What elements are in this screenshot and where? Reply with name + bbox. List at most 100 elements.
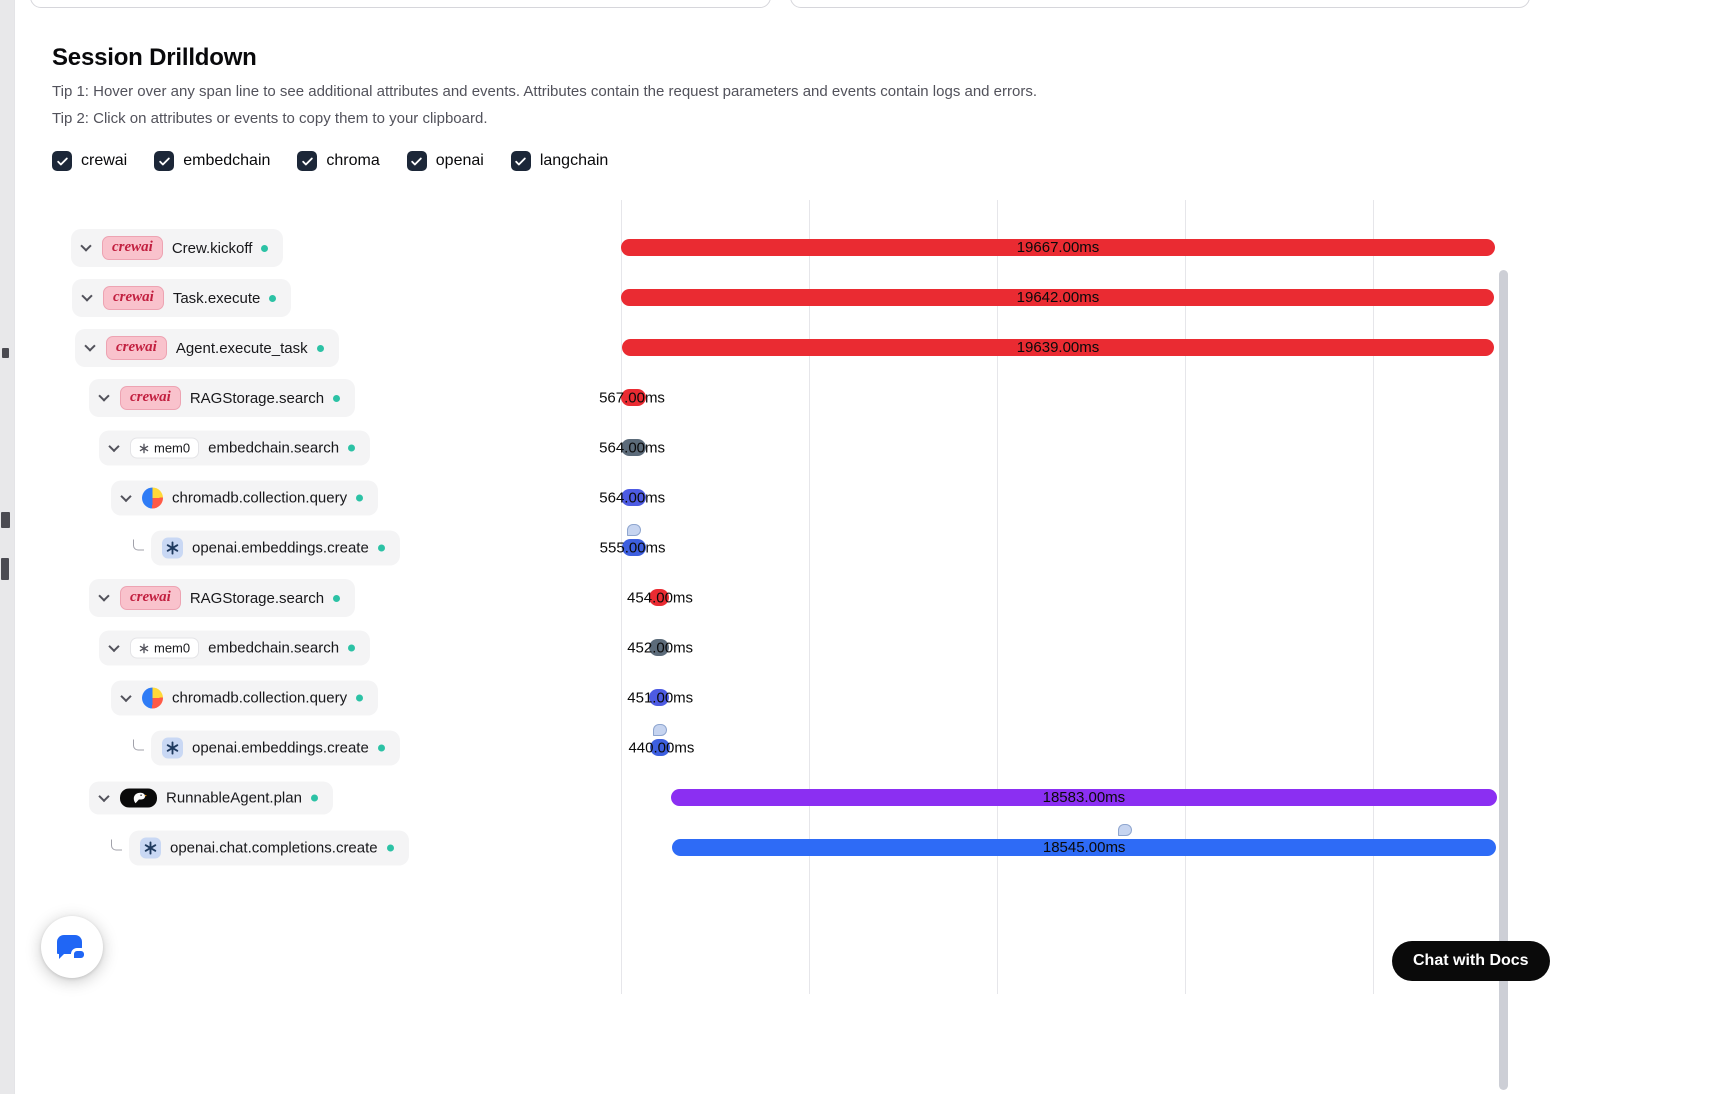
span-row: openai.embeddings.create 555.00ms: [15, 523, 1725, 573]
chat-bubble-icon: [57, 935, 87, 961]
filter-embedchain[interactable]: embedchain: [154, 151, 270, 171]
status-dot: [377, 544, 385, 552]
span-label[interactable]: chromadb.collection.query: [111, 480, 379, 516]
span-label[interactable]: crewai RAGStorage.search: [89, 579, 356, 617]
span-row: RunnableAgent.plan 18583.00ms: [15, 773, 1725, 823]
duration-label: 567.00ms: [599, 389, 665, 407]
span-label-pill[interactable]: crewai RAGStorage.search: [89, 379, 356, 417]
tip-1: Tip 1: Hover over any span line to see a…: [52, 83, 1038, 100]
filter-chroma[interactable]: chroma: [297, 151, 380, 171]
filter-checkbox-embedchain[interactable]: [154, 151, 175, 171]
status-dot: [261, 244, 269, 252]
span-label[interactable]: crewai Task.execute: [72, 279, 292, 317]
chevron-down-icon[interactable]: [120, 490, 132, 502]
session-drilldown-panel: Session Drilldown Tip 1: Hover over any …: [14, 0, 1725, 1094]
span-name: openai.chat.completions.create: [170, 839, 378, 857]
span-label-pill[interactable]: mem0 embedchain.search: [99, 430, 371, 466]
span-label-pill[interactable]: mem0 embedchain.search: [99, 630, 371, 666]
status-dot: [333, 594, 341, 602]
span-label[interactable]: mem0 embedchain.search: [99, 430, 371, 466]
chart-gridline: [997, 200, 998, 994]
chevron-down-icon[interactable]: [120, 690, 132, 702]
chat-widget-button[interactable]: [41, 916, 103, 978]
span-label-pill[interactable]: crewai Agent.execute_task: [75, 329, 339, 367]
span-row: crewai Task.execute 19642.00ms: [15, 273, 1725, 323]
span-label[interactable]: mem0 embedchain.search: [99, 630, 371, 666]
duration-label: 555.00ms: [599, 539, 666, 557]
span-label-pill[interactable]: RunnableAgent.plan: [89, 781, 333, 815]
filter-checkbox-openai[interactable]: [406, 151, 427, 171]
span-label-pill[interactable]: openai.embeddings.create: [151, 730, 400, 766]
span-bar[interactable]: 18545.00ms: [672, 839, 1497, 856]
duration-label: 19639.00ms: [1016, 339, 1100, 356]
span-label[interactable]: openai.embeddings.create: [133, 730, 400, 766]
span-label-pill[interactable]: chromadb.collection.query: [111, 680, 379, 716]
chevron-down-icon[interactable]: [108, 640, 120, 652]
span-bar[interactable]: [621, 489, 647, 506]
span-label-pill[interactable]: crewai Crew.kickoff: [71, 229, 284, 267]
filter-checkbox-crewai[interactable]: [52, 151, 72, 171]
status-dot: [356, 694, 364, 702]
vertical-scrollbar[interactable]: [1499, 270, 1508, 1090]
chevron-down-icon[interactable]: [80, 240, 92, 252]
crewai-logo: crewai: [106, 336, 167, 360]
filter-crewai[interactable]: crewai: [52, 151, 127, 171]
filter-openai[interactable]: openai: [406, 151, 484, 171]
filter-checkbox-langchain[interactable]: [510, 151, 531, 171]
span-label[interactable]: RunnableAgent.plan: [89, 781, 333, 815]
span-bar[interactable]: [649, 639, 670, 656]
span-bar[interactable]: [621, 389, 647, 406]
span-bar[interactable]: [649, 689, 670, 706]
event-bubble-icon[interactable]: [1118, 824, 1133, 836]
chart-gridline: [1373, 200, 1374, 994]
span-label[interactable]: crewai RAGStorage.search: [89, 379, 356, 417]
span-label[interactable]: crewai Agent.execute_task: [75, 329, 339, 367]
chevron-down-icon[interactable]: [98, 590, 110, 602]
span-name: Task.execute: [172, 289, 261, 307]
span-row: chromadb.collection.query 451.00ms: [15, 673, 1725, 723]
chevron-down-icon[interactable]: [84, 340, 96, 352]
openai-icon: [162, 537, 183, 559]
crewai-logo: crewai: [103, 286, 164, 310]
span-label-pill[interactable]: openai.chat.completions.create: [129, 830, 409, 866]
openai-icon: [140, 837, 161, 859]
duration-label: 440.00ms: [628, 739, 695, 757]
span-label-pill[interactable]: crewai RAGStorage.search: [89, 579, 356, 617]
span-name: RAGStorage.search: [189, 589, 325, 607]
event-bubble-icon[interactable]: [626, 524, 641, 536]
span-label[interactable]: chromadb.collection.query: [111, 680, 379, 716]
duration-label: 18545.00ms: [1042, 839, 1126, 856]
span-bar[interactable]: 19642.00ms: [621, 289, 1495, 306]
duration-label: 564.00ms: [599, 439, 666, 457]
chevron-down-icon[interactable]: [81, 290, 93, 302]
span-bar[interactable]: 19639.00ms: [621, 339, 1495, 356]
chevron-down-icon[interactable]: [98, 390, 110, 402]
filter-langchain[interactable]: langchain: [510, 151, 608, 171]
chat-with-docs-button[interactable]: Chat with Docs: [1392, 941, 1550, 981]
span-bar[interactable]: 18583.00ms: [670, 789, 1497, 806]
status-dot: [333, 394, 341, 402]
span-bar[interactable]: [621, 539, 647, 556]
span-label[interactable]: openai.chat.completions.create: [111, 830, 409, 866]
status-dot: [316, 344, 324, 352]
span-label-pill[interactable]: chromadb.collection.query: [111, 480, 379, 516]
chevron-down-icon[interactable]: [108, 440, 120, 452]
span-label[interactable]: openai.embeddings.create: [133, 530, 400, 566]
span-row: openai.embeddings.create 440.00ms: [15, 723, 1725, 773]
span-bar[interactable]: [648, 589, 670, 606]
span-label-pill[interactable]: openai.embeddings.create: [151, 530, 400, 566]
span-row: chromadb.collection.query 564.00ms: [15, 473, 1725, 523]
span-label-pill[interactable]: crewai Task.execute: [72, 279, 292, 317]
event-bubble-icon[interactable]: [653, 724, 668, 736]
duration-label: 18583.00ms: [1042, 789, 1126, 806]
span-name: RunnableAgent.plan: [166, 789, 302, 807]
span-row: crewai RAGStorage.search 567.00ms: [15, 373, 1725, 423]
gutter-artifact: [2, 348, 9, 358]
span-label[interactable]: crewai Crew.kickoff: [71, 229, 284, 267]
chevron-down-icon[interactable]: [98, 790, 110, 802]
span-name: openai.embeddings.create: [192, 539, 369, 557]
filter-checkbox-chroma[interactable]: [297, 151, 318, 171]
span-bar[interactable]: [650, 739, 670, 756]
span-bar[interactable]: [621, 439, 647, 456]
span-bar[interactable]: 19667.00ms: [621, 239, 1495, 256]
